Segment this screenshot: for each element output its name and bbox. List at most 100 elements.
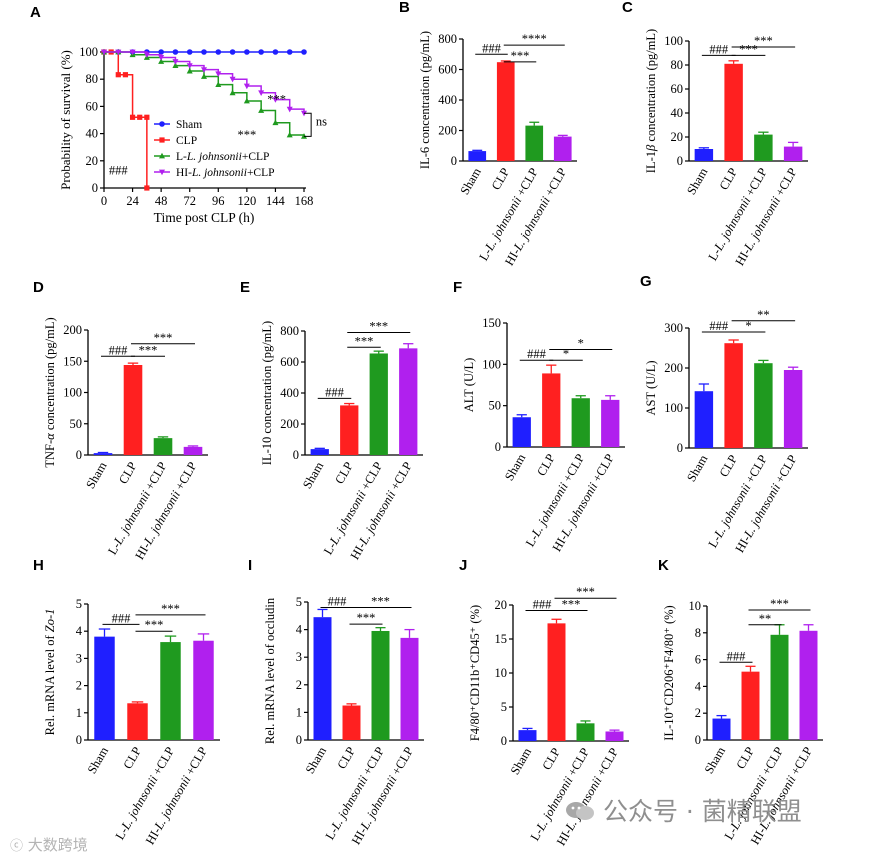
y-tick-label: 300 [664,321,683,335]
significance-label: *** [355,334,374,348]
y-tick-label: 50 [489,399,502,413]
panel-letter: B [399,0,410,16]
panel-letter: A [30,4,41,21]
y-tick-label: 1 [76,706,82,720]
data-point [201,67,207,73]
data-point [158,49,164,55]
category-label: CLP [717,452,741,479]
annotation-label: *** [237,128,256,142]
y-tick-label: 0 [293,448,299,462]
bar-2 [547,623,566,741]
bar-3 [525,125,544,161]
panel-d: D 0 50 100 150 200 TNF-α concentration (pg/mL)… [33,279,208,562]
y-tick-label: 0 [495,440,501,454]
y-axis-label: Rel. mRNA level of occludin [263,597,277,744]
significance-label: ### [709,42,729,56]
bar-4 [400,637,419,740]
watermark-right-text: 公众号 · 菌精联盟 [602,797,802,826]
y-tick-label: 100 [664,401,683,415]
wechat-icon [565,799,595,821]
significance-label: ### [533,597,553,611]
category-label: Sham [300,459,326,491]
y-axis-label: TNF-α concentration (pg/mL) [43,317,57,467]
category-label: CLP [734,744,758,771]
bar-1 [313,617,332,740]
bar-1 [512,417,531,447]
significance-label: * [563,347,569,361]
y-tick-label: 100 [63,386,82,400]
panel-e: E 0 200 400 600 800 IL-10 concentration (pg/mL… [240,279,423,562]
data-point [144,114,150,120]
data-point [115,72,121,78]
data-point [215,71,222,77]
data-point [286,131,293,138]
y-tick-label: 5 [296,595,302,609]
bar-4 [399,348,418,455]
significance-label: *** [357,611,376,625]
y-tick-label: 0 [677,154,683,168]
watermark-right: 公众号 · 菌精联盟 [565,792,802,828]
legend-entry: L-L. johnsonii+CLP [176,151,269,163]
watermark-left-text: 大数跨境 [27,836,88,854]
x-tick-label: 24 [126,194,139,208]
bar-1 [468,151,487,161]
category-label: CLP [717,165,741,192]
category-label: L-L. johnsonii +CLP [113,744,177,842]
panel-letter: C [622,0,633,16]
significance-label: ** [759,612,772,626]
y-axis-label: AST (U/L) [644,361,658,416]
y-tick-label: 3 [76,651,82,665]
y-tick-label: 10 [689,599,702,613]
y-axis-label: Probability of survival (%) [58,50,73,190]
data-point [186,67,193,74]
category-label: Sham [684,452,710,484]
y-tick-label: 5 [76,597,82,611]
significance-label: *** [739,42,758,56]
category-label: HI-L. johnsonii +CLP [143,744,210,846]
y-tick-label: 4 [296,623,303,637]
y-tick-label: 600 [438,63,457,77]
data-point [158,55,165,61]
panel-letter: G [640,273,652,290]
y-tick-label: 200 [63,323,82,337]
significance-label: *** [371,595,390,609]
y-tick-label: 40 [86,127,99,141]
bar-3 [369,353,388,455]
bar-2 [542,373,561,447]
category-label: Sham [684,165,710,197]
panel-h: H 0 1 2 3 4 5 Rel. mRNA level of Zo-1 Sham CLPL-L… [33,557,220,847]
bar-2 [123,365,143,455]
data-point [286,49,293,55]
data-point [129,114,136,120]
legend-marker [159,137,165,143]
data-point [158,58,165,64]
category-label: Sham [303,744,329,776]
y-tick-label: 0 [695,733,701,747]
panel-letter: D [33,279,44,296]
bar-3 [754,363,773,448]
y-tick-label: 6 [695,653,701,667]
y-tick-label: 100 [79,45,98,59]
legend-marker [159,169,165,176]
data-point [143,52,150,58]
data-point [122,72,129,78]
bar-4 [605,731,624,741]
data-point [243,83,250,90]
bar-4 [553,136,572,161]
category-label: Sham [457,165,483,197]
bar-1 [694,149,714,161]
data-point [215,81,222,88]
category-label: CLP [332,459,356,486]
significance-label: ### [709,319,729,333]
data-point [186,49,193,55]
y-tick-label: 80 [86,72,99,86]
bar-2 [340,405,359,455]
category-label: CLP [534,451,558,478]
bar-4 [799,630,818,740]
bar-4 [193,640,214,740]
category-label: CLP [540,745,564,772]
x-tick-label: 72 [183,194,196,208]
data-point [272,49,279,55]
significance-label: ### [328,595,348,609]
